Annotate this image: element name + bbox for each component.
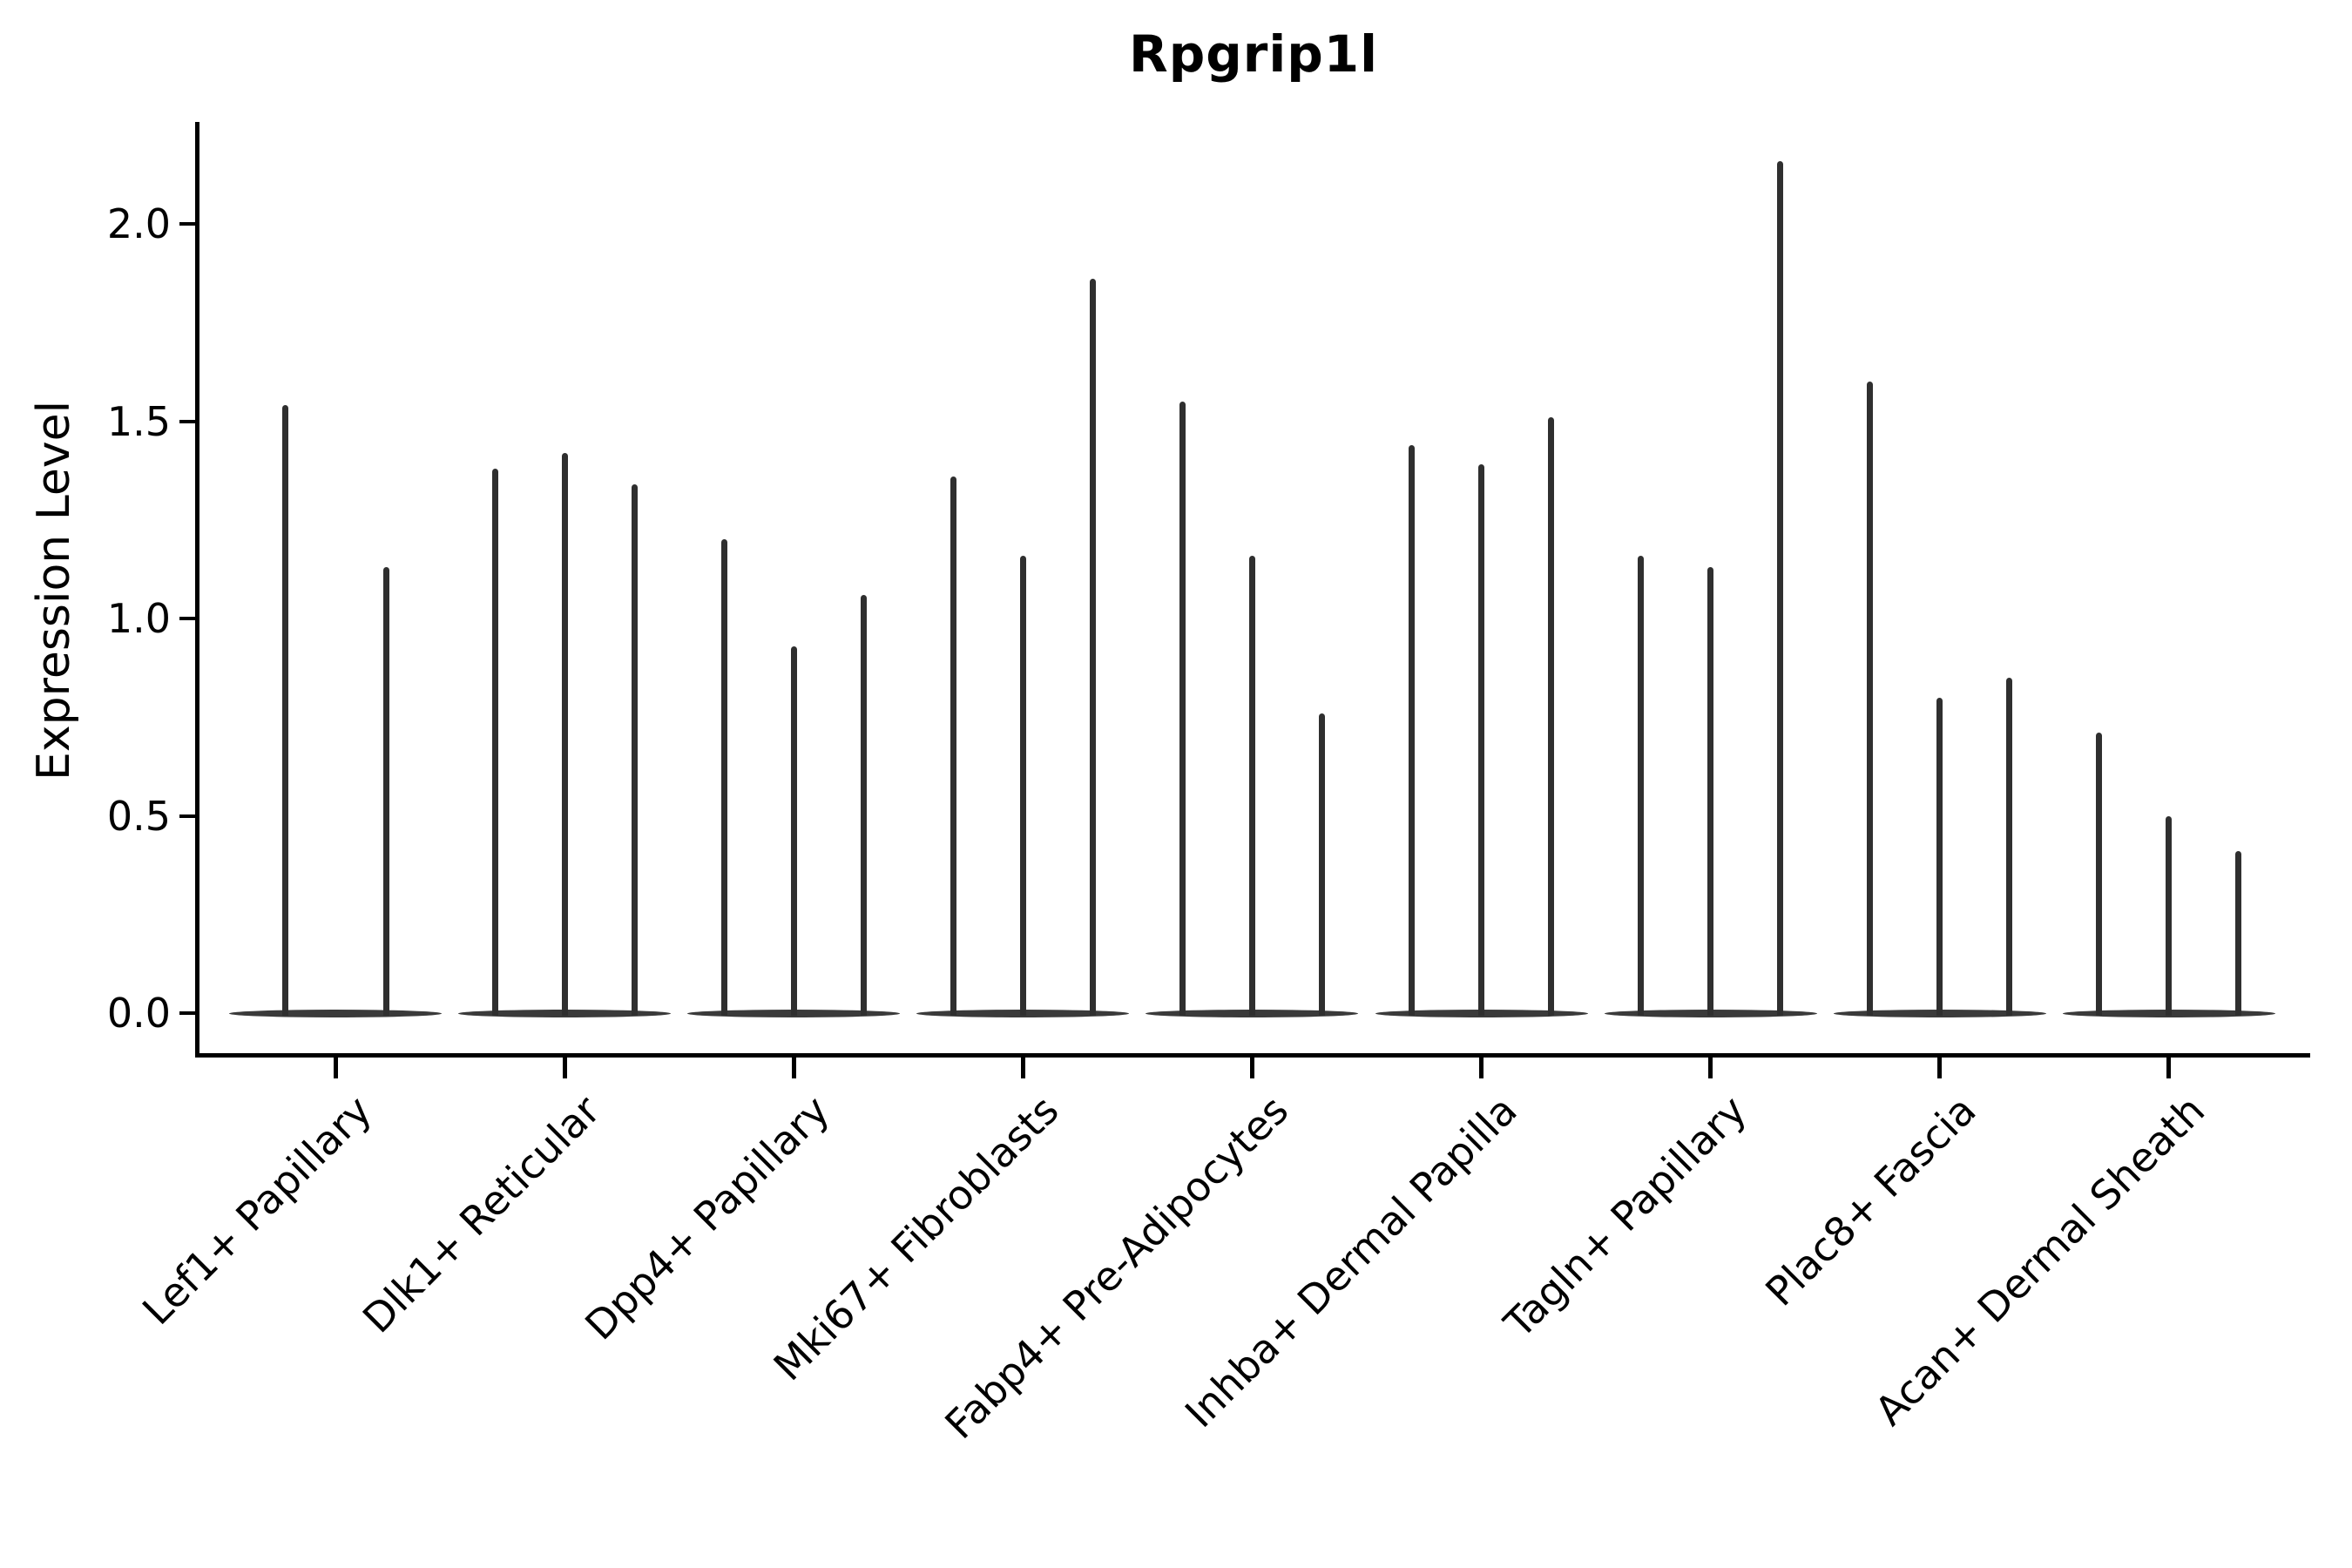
y-tick <box>179 419 197 423</box>
violin-spike <box>2235 851 2242 1016</box>
x-tick <box>1020 1058 1025 1078</box>
y-tick <box>179 1011 197 1015</box>
violin-spike <box>1707 567 1714 1016</box>
violin-spike <box>950 476 956 1016</box>
x-tick <box>791 1058 796 1078</box>
violin-spike <box>561 452 568 1016</box>
x-tick-label: Plac8+ Fascia <box>1755 1086 1985 1315</box>
violin-spike <box>382 567 389 1016</box>
x-tick <box>1249 1058 1254 1078</box>
x-tick-label: Tagln+ Papillary <box>1495 1086 1756 1348</box>
x-tick-label: Dlk1+ Reticular <box>354 1086 610 1342</box>
violin-spike <box>860 594 867 1016</box>
y-tick-label: 0.0 <box>106 990 171 1037</box>
chart-title: Rpgrip1l <box>1129 24 1378 84</box>
violin-spike <box>2096 733 2103 1016</box>
x-tick <box>1708 1058 1713 1078</box>
violin-spike <box>491 468 498 1016</box>
violin-spike <box>1179 401 1186 1016</box>
violin-spike <box>1867 382 1874 1016</box>
violin-spike <box>2166 815 2173 1016</box>
violin-spike <box>790 645 797 1016</box>
x-tick-label: Lef1+ Papillary <box>132 1086 381 1335</box>
x-axis-spine <box>195 1053 2310 1058</box>
violin-spike <box>2006 677 2013 1016</box>
violin-spike <box>1478 464 1484 1016</box>
x-tick <box>1937 1058 1943 1078</box>
violin-spike <box>1248 555 1255 1016</box>
x-tick <box>2166 1058 2172 1078</box>
violin-spike <box>1019 555 1026 1016</box>
y-tick <box>179 222 197 226</box>
x-tick <box>333 1058 338 1078</box>
x-tick <box>1479 1058 1484 1078</box>
y-tick-label: 2.0 <box>106 200 171 247</box>
violin-spike <box>281 405 288 1016</box>
y-tick-label: 1.0 <box>106 595 171 642</box>
violin-spike <box>631 483 638 1016</box>
y-tick-label: 0.5 <box>106 792 171 840</box>
violin-spike <box>1638 555 1645 1016</box>
x-tick-label: Dpp4+ Papillary <box>576 1086 839 1349</box>
violin-spike <box>1089 279 1096 1016</box>
x-tick <box>562 1058 567 1078</box>
violin-base <box>229 1009 442 1017</box>
y-tick <box>179 814 197 818</box>
y-axis-spine <box>195 122 199 1058</box>
violin-spike <box>720 539 727 1016</box>
violin-spike <box>1936 697 1943 1016</box>
violin-spike <box>1409 444 1415 1016</box>
violin-spike <box>1548 416 1554 1016</box>
y-tick-label: 1.5 <box>106 397 171 445</box>
violin-spike <box>1318 713 1325 1016</box>
y-tick <box>179 617 197 620</box>
violin-spike <box>1777 160 1784 1016</box>
